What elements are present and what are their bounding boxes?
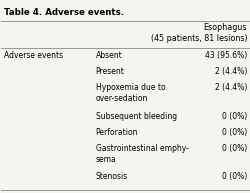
Text: Stenosis: Stenosis xyxy=(95,173,128,181)
Text: 2 (4.4%): 2 (4.4%) xyxy=(214,67,246,76)
Text: Gastrointestinal emphy-
sema: Gastrointestinal emphy- sema xyxy=(95,144,188,164)
Text: Perforation: Perforation xyxy=(95,128,138,137)
Text: Hypoxemia due to
over-sedation: Hypoxemia due to over-sedation xyxy=(95,83,165,103)
Text: 0 (0%): 0 (0%) xyxy=(221,112,246,121)
Text: 0 (0%): 0 (0%) xyxy=(221,128,246,137)
Text: 43 (95.6%): 43 (95.6%) xyxy=(204,51,246,60)
Text: 0 (0%): 0 (0%) xyxy=(221,144,246,153)
Text: Esophagus
(45 patients, 81 lesions): Esophagus (45 patients, 81 lesions) xyxy=(150,23,246,43)
Text: Absent: Absent xyxy=(95,51,122,60)
Text: 0 (0%): 0 (0%) xyxy=(221,173,246,181)
Text: 2 (4.4%): 2 (4.4%) xyxy=(214,83,246,92)
Text: Present: Present xyxy=(95,67,124,76)
Text: Table 4. Adverse events.: Table 4. Adverse events. xyxy=(4,8,124,17)
Text: Adverse events: Adverse events xyxy=(4,51,63,60)
Text: Subsequent bleeding: Subsequent bleeding xyxy=(95,112,176,121)
